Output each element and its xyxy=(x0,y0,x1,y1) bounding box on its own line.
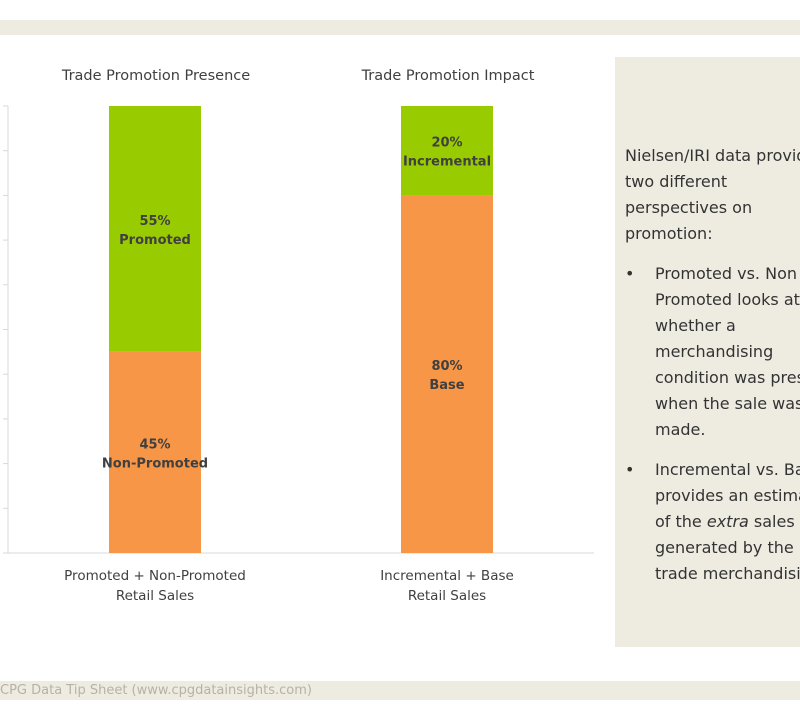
bar-segment-base xyxy=(401,195,493,553)
stacked-bar-chart: Trade Promotion Presence 45% Non-Promoted 5… xyxy=(3,68,594,604)
bar-segment-non-promoted xyxy=(109,351,201,553)
data-label-value-base: 80% xyxy=(431,359,462,374)
explanation-text: Nielsen/IRI data provides two different … xyxy=(625,143,800,601)
bullet-incremental-pre: Incremental vs. Base provides an estimat… xyxy=(655,460,800,531)
bullet-promoted: • Promoted vs. Non Promoted looks at whe… xyxy=(625,261,800,443)
data-label-name-base: Base xyxy=(429,378,464,393)
panel-bullets: • Promoted vs. Non Promoted looks at whe… xyxy=(625,261,800,587)
explanation-panel: Nielsen/IRI data provides two different … xyxy=(615,57,800,647)
data-label-value-non-promoted: 45% xyxy=(139,437,170,452)
category-label-impact: Incremental + Base xyxy=(380,568,514,584)
data-label-name-non-promoted: Non-Promoted xyxy=(102,456,208,471)
data-label-value-promoted: 55% xyxy=(139,214,170,229)
chart-title-impact: Trade Promotion Impact xyxy=(361,68,535,84)
bullet-incremental-post: sales generated by the trade merchandisi… xyxy=(655,512,800,583)
category-label-impact: Retail Sales xyxy=(408,588,486,604)
bar-segment-incremental xyxy=(401,106,493,196)
chart-title-presence: Trade Promotion Presence xyxy=(61,68,250,84)
bullet-incremental-em: extra xyxy=(706,512,749,531)
bar-segment-promoted xyxy=(109,106,201,352)
bottom-band xyxy=(0,681,800,700)
footer-source: CPG Data Tip Sheet (www.cpgdatainsights.… xyxy=(0,683,312,698)
top-band xyxy=(0,20,800,35)
data-label-value-incremental: 20% xyxy=(431,136,462,151)
bullet-incremental: • Incremental vs. Base provides an estim… xyxy=(625,457,800,587)
panel-intro: Nielsen/IRI data provides two different … xyxy=(625,146,800,243)
category-label-presence: Promoted + Non-Promoted xyxy=(64,568,246,584)
bullet-marker: • xyxy=(625,264,635,283)
bullet-marker: • xyxy=(625,460,635,479)
bullet-promoted-text: Promoted vs. Non Promoted looks at wheth… xyxy=(655,264,800,439)
data-label-name-incremental: Incremental xyxy=(403,155,491,170)
category-label-presence: Retail Sales xyxy=(116,588,194,604)
data-label-name-promoted: Promoted xyxy=(119,233,191,248)
